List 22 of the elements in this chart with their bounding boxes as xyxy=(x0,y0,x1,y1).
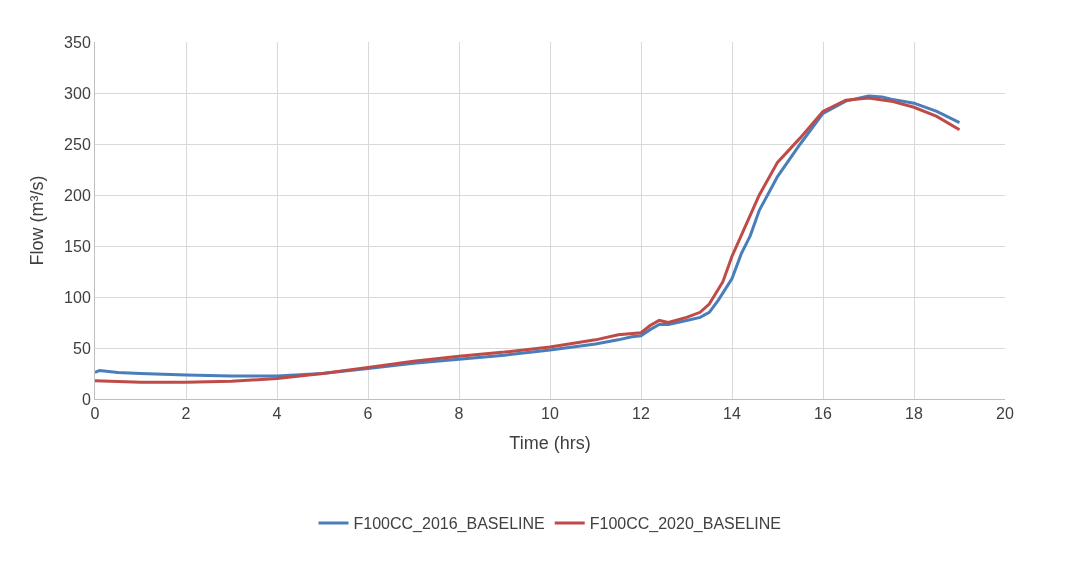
legend-label: F100CC_2016_BASELINE xyxy=(353,515,545,534)
x-tick-label: 20 xyxy=(996,405,1014,423)
x-tick-label: 2 xyxy=(181,405,191,423)
y-tick-label: 200 xyxy=(64,186,91,204)
y-axis-title: Flow (m³/s) xyxy=(27,175,48,266)
y-tick-label: 100 xyxy=(64,288,91,306)
y-tick-label: 50 xyxy=(73,339,91,357)
legend-label: F100CC_2020_BASELINE xyxy=(589,515,781,534)
y-tick-label: 0 xyxy=(81,390,91,408)
y-tick-label: 300 xyxy=(64,84,91,102)
x-tick-label: 10 xyxy=(541,405,559,423)
x-tick-label: 12 xyxy=(632,405,650,423)
x-tick-label: 16 xyxy=(814,405,832,423)
x-tick-label: 4 xyxy=(272,405,282,423)
y-tick-label: 250 xyxy=(64,135,91,153)
y-tick-label: 350 xyxy=(64,33,91,51)
x-tick-label: 14 xyxy=(723,405,741,423)
x-axis-title: Time (hrs) xyxy=(509,433,591,454)
x-tick-label: 8 xyxy=(454,405,464,423)
x-tick-label: 18 xyxy=(905,405,923,423)
y-tick-label: 150 xyxy=(64,237,91,255)
x-tick-label: 6 xyxy=(363,405,373,423)
